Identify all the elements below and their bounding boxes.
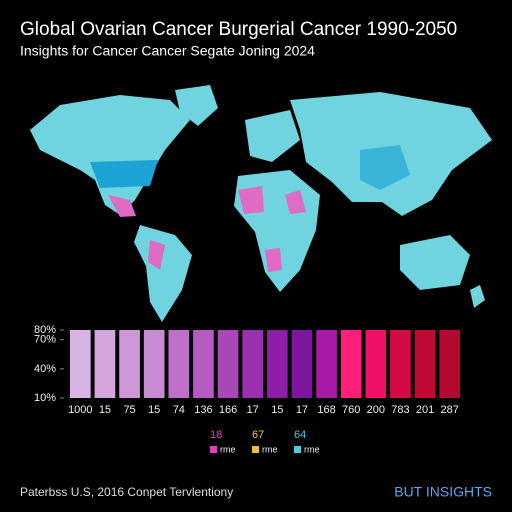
legend-number: 64 [294,429,306,441]
x-tick-label: 15 [148,404,160,416]
brand: BUT INSIGHTS [394,484,492,500]
legend-swatch [294,446,301,453]
title: Global Ovarian Cancer Burgerial Cancer 1… [20,19,457,40]
x-tick-label: 17 [247,404,259,416]
y-tick-label: 10% [34,392,56,404]
footer: Paterbss U.S, 2016 Conpet Tervlentiony [20,485,233,499]
bar [119,330,140,398]
subtitle: Insights for Cancer Cancer Segate Joning… [20,43,315,59]
bar [316,330,337,398]
x-tick-label: 75 [123,404,135,416]
legend-label: rme [262,444,278,454]
bar [414,330,436,398]
x-tick-label: 74 [173,404,185,416]
bar [242,330,264,398]
x-tick-label: 201 [416,404,434,416]
bar [439,330,461,398]
bar [340,330,362,398]
x-tick-label: 17 [296,404,308,416]
bar [168,330,190,398]
bar [365,330,387,398]
x-tick-label: 15 [99,404,111,416]
x-tick-label: 287 [441,404,459,416]
y-tick-label: 70% [34,334,56,346]
x-tick-label: 1000 [68,404,92,416]
x-tick-label: 166 [219,404,237,416]
legend-swatch [210,446,217,453]
x-tick-label: 136 [194,404,212,416]
legend-number: 67 [252,429,264,441]
legend-label: rme [304,444,320,454]
legend-label: rme [220,444,236,454]
bar [94,330,116,398]
bar [390,330,411,398]
bar [291,330,313,398]
bar [69,330,91,398]
legend-swatch [252,446,259,453]
x-tick-label: 200 [367,404,385,416]
bar [266,330,288,398]
legend-number: 18 [210,429,222,441]
x-tick-label: 168 [317,404,335,416]
bar [217,330,239,398]
y-tick-label: 40% [34,363,56,375]
bar [143,330,165,398]
y-tick-label: 80% [34,324,56,336]
bar [193,330,214,398]
x-tick-label: 760 [342,404,360,416]
world-map [30,85,492,322]
x-tick-label: 15 [271,404,283,416]
x-tick-label: 783 [391,404,409,416]
